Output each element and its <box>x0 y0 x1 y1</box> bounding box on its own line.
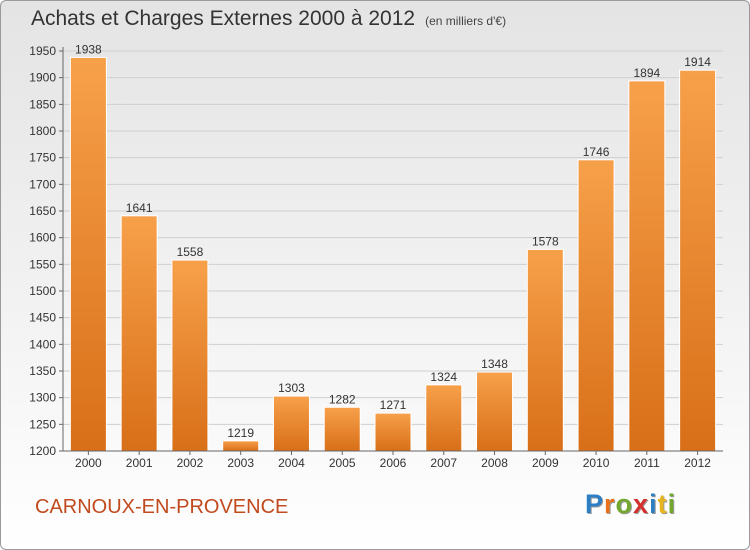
bar <box>577 159 615 452</box>
bar-value-label: 1558 <box>177 245 204 259</box>
bar <box>272 395 310 452</box>
y-tick-label: 1950 <box>29 44 56 58</box>
chart-title: Achats et Charges Externes 2000 à 2012 (e… <box>31 7 506 31</box>
y-tick-label: 1400 <box>29 337 56 351</box>
bar-value-label: 1641 <box>126 201 153 215</box>
x-tick-label: 2003 <box>227 456 254 470</box>
x-tick-label: 2004 <box>278 456 305 470</box>
y-tick-label: 1600 <box>29 231 56 245</box>
x-tick-label: 2012 <box>684 456 711 470</box>
logo-letter: o <box>615 489 634 519</box>
logo-letter: i <box>667 489 677 519</box>
bar-value-label: 1938 <box>75 42 102 56</box>
city-name: CARNOUX-EN-PROVENCE <box>35 496 289 518</box>
y-tick-label: 1200 <box>29 444 56 458</box>
bar-value-label: 1914 <box>684 55 711 69</box>
x-tick-label: 2002 <box>177 456 204 470</box>
y-tick-label: 1250 <box>29 417 56 431</box>
x-tick-label: 2000 <box>75 456 102 470</box>
logo-letter: r <box>604 489 616 519</box>
bar-value-label: 1746 <box>583 145 610 159</box>
y-tick-label: 1650 <box>29 204 56 218</box>
x-tick-label: 2001 <box>126 456 153 470</box>
y-tick-label: 1900 <box>29 71 56 85</box>
bar <box>120 215 158 452</box>
x-tick-label: 2008 <box>481 456 508 470</box>
y-tick-label: 1750 <box>29 151 56 165</box>
bar-value-label: 1348 <box>481 357 508 371</box>
logo-letter: t <box>657 489 668 519</box>
y-tick-label: 1800 <box>29 124 56 138</box>
x-tick-label: 2009 <box>532 456 559 470</box>
bar <box>69 56 107 452</box>
bar-value-label: 1324 <box>430 370 457 384</box>
bar <box>476 371 514 452</box>
logo-letter: x <box>633 489 650 519</box>
bar <box>628 80 666 452</box>
y-tick-label: 1300 <box>29 391 56 405</box>
grid-lines <box>63 50 723 452</box>
x-tick-label: 2011 <box>634 456 660 470</box>
x-tick-label: 2010 <box>583 456 610 470</box>
bar-value-label: 1271 <box>380 398 407 412</box>
chart-title-text: Achats et Charges Externes 2000 à 2012 <box>31 7 416 30</box>
bar <box>526 248 564 452</box>
y-tick-label: 1700 <box>29 177 56 191</box>
logo-letter: i <box>649 489 658 519</box>
x-axis: 2000 2001 2002 2003 2004 2005 2006 2007 2008 2009… <box>63 450 723 470</box>
y-tick-label: 1550 <box>29 257 56 271</box>
y-axis: 1200 1250 1300 1350 1400 1450 1500 1550 1600 1650… <box>29 44 64 458</box>
bar <box>171 259 209 452</box>
bar-value-label: 1282 <box>329 392 356 406</box>
x-tick-label: 2005 <box>329 456 356 470</box>
y-tick-label: 1450 <box>29 311 56 325</box>
bar <box>222 440 260 452</box>
bars: 1938 1641 1558 1219 1303 1282 1271 1324 1348 1578… <box>69 42 717 452</box>
bar-value-label: 1219 <box>227 426 254 440</box>
logo-letter: P <box>585 489 605 519</box>
y-tick-label: 1350 <box>29 364 56 378</box>
bar-value-label: 1894 <box>633 66 660 80</box>
bar <box>323 406 361 452</box>
bar <box>374 412 412 452</box>
bar <box>425 384 463 452</box>
chart-unit: (en milliers d'€) <box>425 14 507 28</box>
bar <box>679 69 717 452</box>
bar-value-label: 1303 <box>278 381 305 395</box>
bar-value-label: 1578 <box>532 234 559 248</box>
y-tick-label: 1850 <box>29 97 56 111</box>
x-tick-label: 2006 <box>380 456 407 470</box>
proxiti-logo[interactable]: Proxiti <box>585 489 676 520</box>
x-tick-label: 2007 <box>430 456 457 470</box>
y-tick-label: 1500 <box>29 284 56 298</box>
